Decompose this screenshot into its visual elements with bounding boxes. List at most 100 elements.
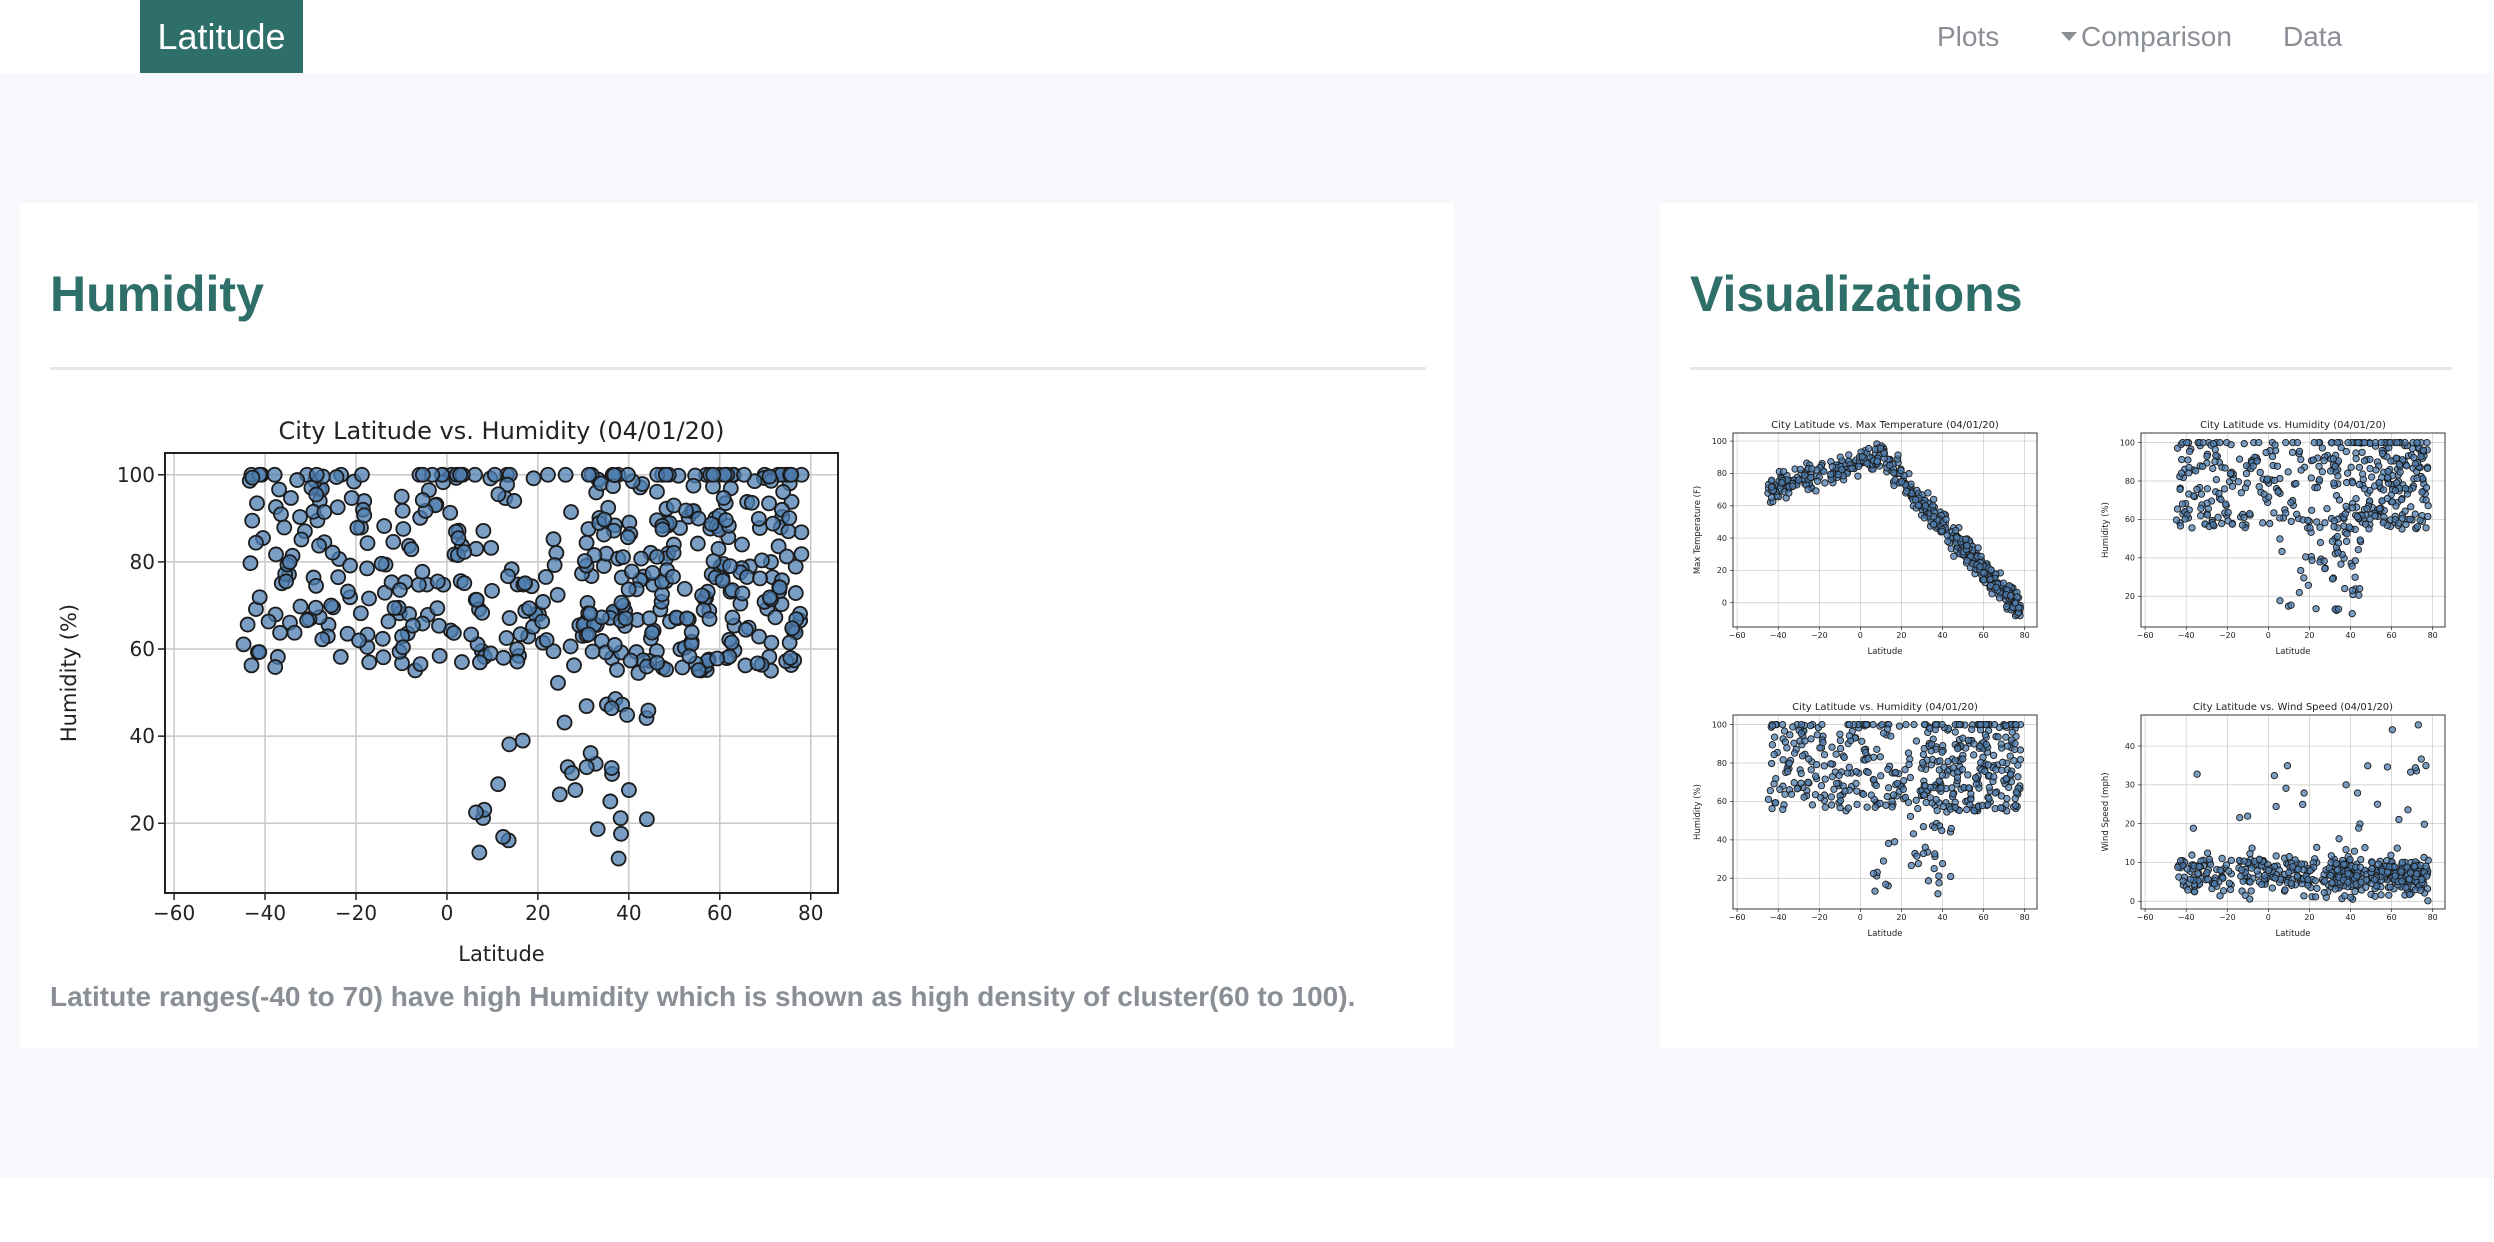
data-point: [1901, 766, 1909, 774]
data-point: [2293, 510, 2301, 518]
data-point: [1793, 785, 1801, 793]
data-point: [2353, 789, 2362, 797]
data-point: [2311, 877, 2319, 885]
data-point: [2342, 502, 2350, 511]
data-point: [1900, 777, 1908, 785]
data-point: [2260, 490, 2268, 498]
data-point: [623, 563, 640, 580]
data-point: [2240, 857, 2248, 865]
data-point: [2424, 512, 2432, 521]
data-point: [1879, 729, 1888, 737]
y-tick-label: 30: [2125, 781, 2135, 790]
data-point: [2188, 524, 2196, 532]
data-point: [537, 569, 554, 585]
data-point: [2246, 850, 2254, 858]
data-point: [2308, 506, 2316, 515]
data-point: [2268, 452, 2277, 461]
data-point: [737, 621, 754, 638]
data-point: [2413, 523, 2422, 531]
x-tick-label: −20: [2219, 913, 2236, 922]
data-point: [1907, 861, 1915, 870]
x-axis-label: Latitude: [1868, 929, 1903, 939]
data-point: [2197, 512, 2205, 520]
visualizations-card: Visualizations City Latitude vs. Max Tem…: [1660, 203, 2478, 1048]
thumb-temperature-chart[interactable]: City Latitude vs. Max Temperature (04/01…: [1688, 418, 2048, 658]
data-point: [2253, 867, 2261, 875]
data-point: [2203, 849, 2212, 857]
data-point: [251, 644, 268, 660]
data-point: [1976, 742, 1984, 750]
data-point: [2300, 892, 2308, 900]
data-point: [1977, 552, 1985, 560]
data-point: [1884, 765, 1892, 773]
data-point: [1935, 872, 1943, 880]
data-point: [1938, 720, 1946, 729]
data-point: [1867, 791, 1875, 799]
data-point: [1784, 767, 1792, 776]
data-point: [2177, 469, 2186, 477]
data-point: [2391, 486, 2400, 495]
thumb-humidity-chart[interactable]: City Latitude vs. Humidity (04/01/20) −60…: [2096, 418, 2456, 658]
thumb-wind-chart[interactable]: City Latitude vs. Wind Speed (04/01/20) −…: [2096, 700, 2456, 940]
data-point: [431, 647, 448, 664]
data-point: [2293, 872, 2301, 880]
data-point: [621, 782, 637, 798]
data-point: [582, 745, 599, 761]
data-point: [734, 585, 751, 602]
data-point: [1913, 852, 1921, 860]
x-tick-label: 40: [1937, 913, 1947, 922]
thumb-humidity-chart-2[interactable]: City Latitude vs. Humidity (04/01/20) −60…: [1688, 700, 2048, 940]
nav-comparison-link[interactable]: Comparison: [2081, 21, 2232, 52]
y-tick-label: 40: [1717, 836, 1727, 845]
data-point: [1904, 749, 1913, 757]
data-point: [2272, 802, 2280, 811]
data-point: [1835, 771, 1843, 780]
data-point: [339, 625, 356, 642]
data-point: [2321, 519, 2329, 527]
data-point: [1930, 520, 1938, 529]
nav-data-link[interactable]: Data: [2283, 21, 2343, 52]
data-point: [1779, 467, 1788, 476]
brand-link[interactable]: Latitude: [140, 0, 303, 73]
data-point: [2355, 463, 2363, 472]
data-point: [640, 702, 657, 719]
data-point: [641, 610, 658, 627]
x-tick-label: −60: [2137, 913, 2154, 922]
data-point: [610, 850, 627, 867]
data-point: [782, 650, 799, 666]
data-point: [2002, 775, 2010, 783]
data-point: [2242, 469, 2251, 478]
plots-dropdown[interactable]: Plots: [1937, 0, 2077, 73]
data-point: [2327, 852, 2336, 860]
data-point: [2189, 824, 2198, 832]
data-point: [1976, 562, 1984, 571]
data-point: [679, 610, 695, 627]
data-point: [1797, 779, 1805, 787]
x-tick-label: 40: [1937, 631, 1947, 640]
data-point: [495, 829, 512, 845]
data-point: [1985, 783, 1993, 792]
data-point: [376, 518, 393, 534]
plot-frame: [1732, 432, 2038, 628]
data-point: [1772, 774, 1780, 783]
data-point: [1858, 737, 1866, 745]
data-point: [500, 568, 516, 585]
data-point: [2268, 884, 2276, 892]
data-point: [1961, 535, 1970, 543]
chart-title: City Latitude vs. Humidity (04/01/20): [2200, 420, 2386, 431]
data-point: [1905, 760, 1913, 769]
data-point: [2183, 438, 2191, 447]
x-tick-label: −60: [1729, 913, 1746, 922]
data-point: [609, 661, 625, 678]
y-tick-label: 20: [2125, 819, 2135, 828]
data-point: [2316, 523, 2324, 532]
data-point: [2261, 871, 2269, 880]
data-point: [1938, 826, 1946, 835]
data-point: [761, 468, 778, 485]
data-point: [2347, 463, 2355, 471]
data-point: [266, 466, 283, 483]
data-point: [2007, 592, 2015, 600]
data-point: [374, 630, 391, 647]
data-point: [2249, 462, 2257, 470]
data-point: [2323, 504, 2331, 513]
